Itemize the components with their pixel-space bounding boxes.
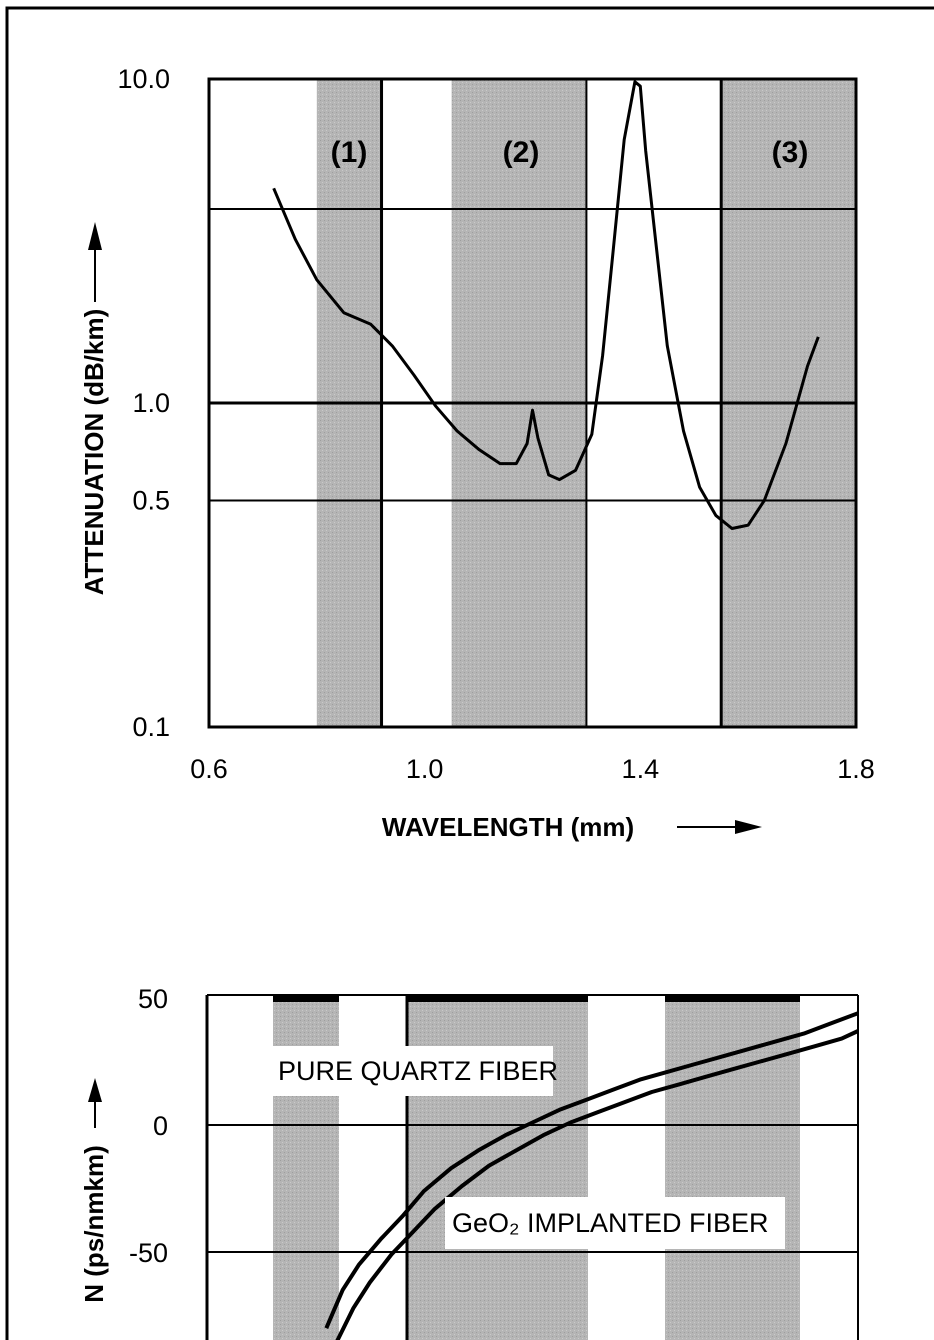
attenuation-plot-frame bbox=[207, 77, 858, 729]
y-axis-arrow bbox=[88, 222, 102, 302]
band-label: (2) bbox=[503, 136, 540, 169]
series-label-geo2-implanted: GeO₂ IMPLANTED FIBER bbox=[445, 1197, 785, 1249]
x-tick-label: 1.0 bbox=[406, 754, 444, 784]
dispersion-series-line-2 bbox=[335, 1029, 859, 1340]
y-tick-label: 1.0 bbox=[132, 388, 170, 418]
x-tick-label: 0.6 bbox=[190, 754, 228, 784]
attenuation-series-line bbox=[272, 80, 820, 530]
x-tick-label: 1.4 bbox=[622, 754, 660, 784]
y-axis-label: ATTENUATION (dB/km) bbox=[79, 309, 109, 595]
dispersion-y-tick-label: 0 bbox=[153, 1111, 168, 1141]
y-tick-label: 0.5 bbox=[132, 486, 170, 516]
band-label: (3) bbox=[772, 136, 809, 169]
dispersion-series-line-1 bbox=[324, 1011, 859, 1329]
dispersion-y-axis-arrow bbox=[88, 1078, 102, 1128]
x-axis-label: WAVELENGTH (mm) bbox=[382, 812, 634, 842]
dispersion-y-tick-label: -50 bbox=[129, 1238, 168, 1268]
dispersion-y-tick-label: 50 bbox=[138, 984, 168, 1014]
y-tick-label: 10.0 bbox=[117, 64, 170, 94]
band-label: (1) bbox=[331, 136, 368, 169]
series-label-pure-quartz: PURE QUARTZ FIBER bbox=[273, 1046, 558, 1096]
x-axis-arrow bbox=[677, 820, 762, 834]
series-label-pure-quartz-text: PURE QUARTZ FIBER bbox=[278, 1056, 558, 1086]
attenuation-chart: 0.6 1.0 1.4 1.8 10.0 1.0 0.5 0.1 (1) (2) (3) WAVE… bbox=[79, 64, 875, 842]
y-tick-label: 0.1 bbox=[132, 712, 170, 742]
dispersion-chart: 50 0 -50 PURE QUARTZ FIBER GeO₂ IMPLANTED … bbox=[79, 984, 859, 1340]
x-tick-label: 1.8 bbox=[837, 754, 875, 784]
dispersion-y-axis-label: N (ps/nmkm) bbox=[79, 1145, 109, 1302]
series-label-geo2-implanted-text: GeO₂ IMPLANTED FIBER bbox=[452, 1208, 769, 1238]
dispersion-shaded-band-3 bbox=[665, 998, 800, 1340]
